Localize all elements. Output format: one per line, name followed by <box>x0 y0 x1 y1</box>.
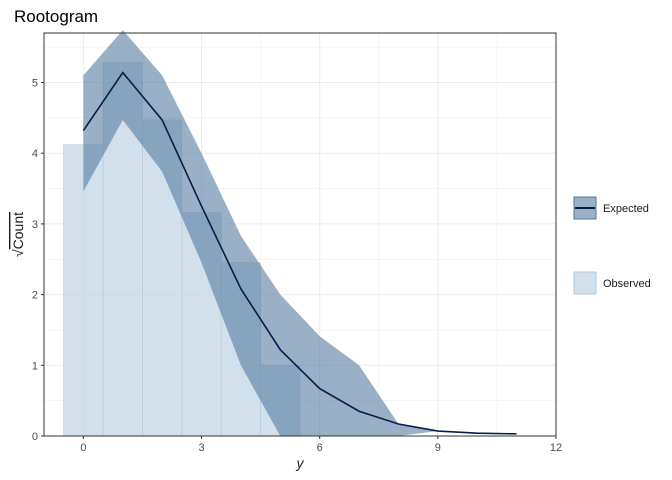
y-axis-title: √Count <box>10 212 26 257</box>
x-tick-label: 9 <box>435 442 441 454</box>
legend-key-observed <box>573 271 597 295</box>
expected-band <box>83 30 517 436</box>
x-tick-label: 12 <box>550 442 562 454</box>
y-tick-label: 5 <box>32 77 38 89</box>
svg-text:√Count: √Count <box>10 212 26 257</box>
expected-line <box>82 71 517 435</box>
x-tick-label: 0 <box>80 442 86 454</box>
chart-title: Rootogram <box>14 7 98 26</box>
y-axis-title-label: Count <box>10 212 26 249</box>
x-tick-label: 3 <box>198 442 204 454</box>
y-tick-label: 3 <box>32 219 38 231</box>
y-tick-label: 0 <box>32 431 38 443</box>
y-axis-title-prefix: √ <box>10 249 26 257</box>
x-axis-title: y <box>296 455 305 471</box>
expected-line-layer <box>82 71 517 435</box>
y-tick-label: 4 <box>32 148 38 160</box>
expected-band-area <box>83 30 517 436</box>
y-tick-label: 2 <box>32 290 38 302</box>
panel-border <box>43 32 557 437</box>
legend-label-observed: Observed <box>603 278 651 290</box>
legend: Expected Observed <box>573 196 651 295</box>
legend-label-expected: Expected <box>603 203 649 215</box>
y-axis: 0 1 2 3 4 5 <box>32 77 44 443</box>
x-axis: 0 3 6 9 12 <box>80 436 562 454</box>
y-tick-label: 1 <box>32 360 38 372</box>
x-tick-label: 6 <box>317 442 323 454</box>
